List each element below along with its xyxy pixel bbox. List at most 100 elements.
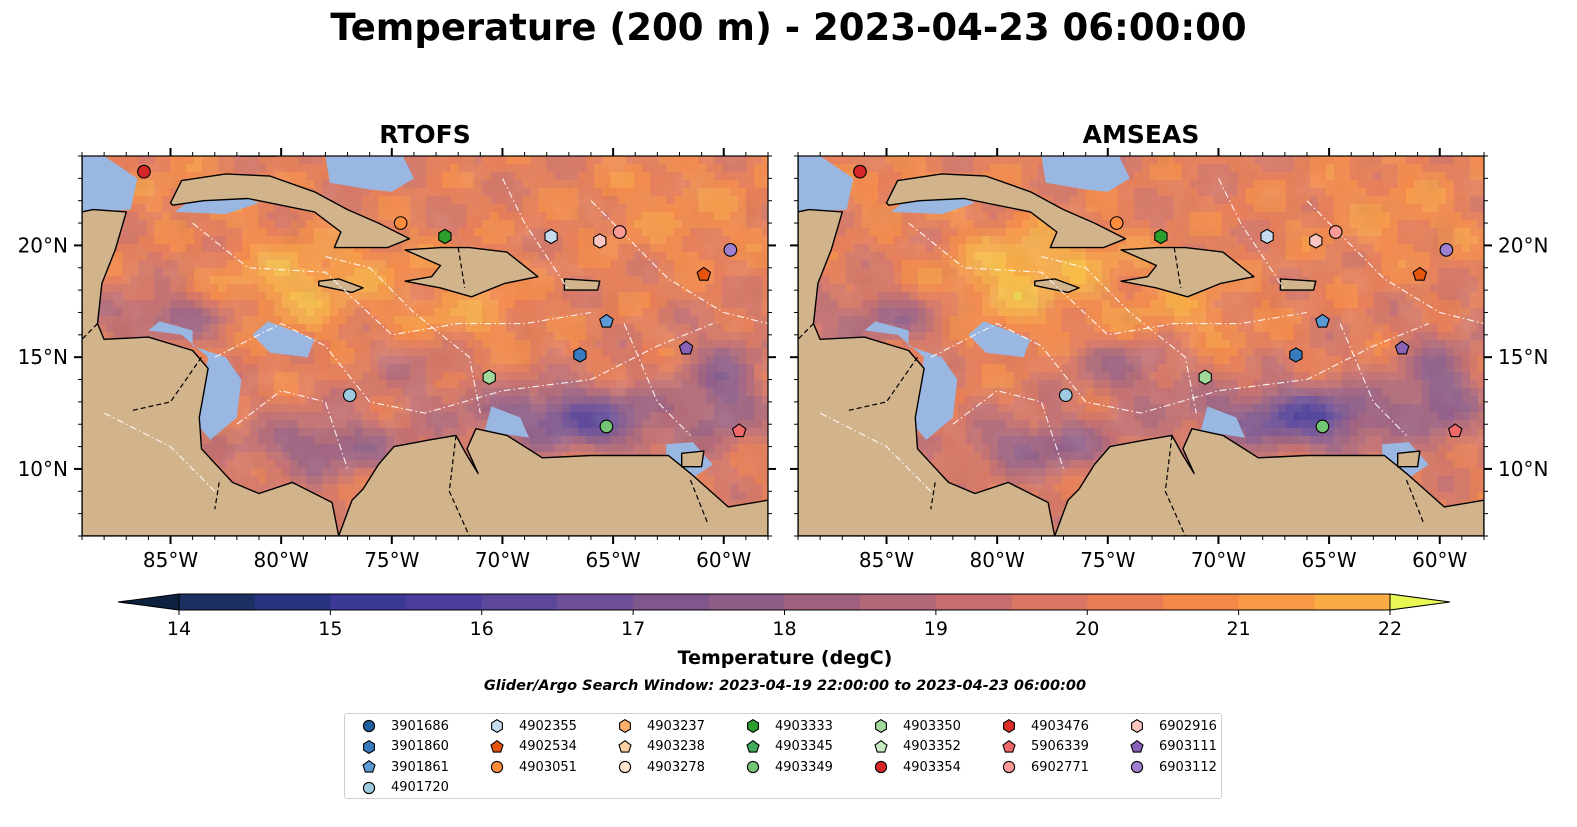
legend-item-6902916: 6902916 — [1127, 717, 1217, 735]
legend-label: 6903112 — [1159, 759, 1217, 775]
legend-item-4903476: 4903476 — [999, 717, 1089, 735]
colorbar-tick-label: 22 — [1378, 618, 1402, 640]
hexagon-marker-icon — [875, 719, 887, 733]
circle-marker-icon — [1130, 760, 1144, 774]
float-marker-4901720 — [342, 388, 357, 403]
legend-marker — [1002, 739, 1016, 753]
legend-item-4903350: 4903350 — [871, 717, 961, 735]
legend-marker — [1002, 760, 1016, 774]
legend-label: 4903476 — [1031, 718, 1089, 734]
legend-label: 4902534 — [519, 739, 577, 754]
x-tick-label: 60°W — [1412, 548, 1467, 572]
circle-marker-icon — [362, 719, 376, 733]
legend-marker — [618, 760, 632, 774]
legend-marker — [746, 760, 760, 774]
x-tick-label: 70°W — [475, 548, 530, 572]
panel-title-amseas: AMSEAS — [1082, 120, 1200, 149]
y-tick-label: 20°N — [1498, 233, 1548, 257]
colorbar-label: Temperature (degC) — [677, 647, 893, 669]
float-marker-4903333 — [1154, 228, 1168, 245]
circle-marker-icon — [746, 760, 760, 774]
circle-marker-icon — [362, 781, 376, 794]
x-tick-label: 85°W — [859, 548, 914, 572]
y-tick-label: 15°N — [18, 345, 68, 369]
float-marker-6903111 — [1394, 340, 1410, 355]
colorbar-tick-label: 14 — [167, 618, 191, 640]
float-marker-4903350 — [482, 369, 496, 386]
pentagon-marker-icon — [874, 739, 888, 753]
legend-marker — [747, 719, 759, 733]
legend-item-4903278: 4903278 — [615, 758, 705, 776]
legend-marker — [491, 719, 503, 733]
legend-marker — [363, 739, 375, 754]
legend-marker — [1003, 719, 1015, 733]
legend-label: 4903352 — [903, 739, 961, 754]
legend-item-4902355: 4902355 — [487, 717, 577, 735]
legend-label: 4903238 — [647, 739, 705, 754]
float-marker-4903333 — [438, 228, 452, 245]
search-window-text: Glider/Argo Search Window: 2023-04-19 22… — [483, 678, 1087, 694]
legend-item-3901686: 3901686 — [359, 717, 449, 735]
legend-item-4903349: 4903349 — [743, 758, 833, 776]
legend-label: 6902916 — [1159, 718, 1217, 734]
colorbar-tick-label: 19 — [924, 618, 948, 640]
float-marker-4903349 — [1315, 419, 1330, 434]
legend-item-5906339: 5906339 — [999, 738, 1089, 756]
temperature-colorbar: 14 15 16 17 18 19 20 21 22 — [117, 593, 1451, 640]
pentagon-marker-icon — [362, 760, 376, 773]
legend-label: 4903345 — [775, 739, 833, 754]
colorbar-tick-label: 17 — [621, 618, 645, 640]
colorbar-tick-label: 21 — [1227, 618, 1251, 640]
float-marker-4902534 — [696, 266, 712, 281]
legend-marker — [875, 719, 887, 733]
y-tick-label: 15°N — [1498, 345, 1548, 369]
legend-marker — [1130, 739, 1144, 753]
legend-item-4903333: 4903333 — [743, 717, 833, 735]
legend-label: 3901686 — [391, 718, 449, 734]
float-marker-6902771 — [612, 225, 627, 239]
circle-marker-icon — [490, 760, 504, 774]
float-marker-4903350 — [1198, 369, 1212, 386]
float-marker-4902534 — [1412, 266, 1428, 281]
legend-item-4903352: 4903352 — [871, 738, 961, 756]
x-tick-label: 85°W — [143, 548, 198, 572]
float-marker-4903349 — [599, 419, 614, 434]
x-tick-label: 80°W — [254, 548, 309, 572]
map-panel-rtofs: 85°W 80°W 75°W 70°W 65°W 60°W 20°N 15°N 10°N — [18, 148, 776, 572]
legend-marker — [874, 760, 888, 774]
legend-item-4902534: 4902534 — [487, 738, 577, 756]
legend-label: 4903354 — [903, 759, 961, 775]
legend-marker — [619, 719, 631, 733]
hexagon-marker-icon — [491, 719, 503, 733]
y-tick-label: 10°N — [1498, 457, 1548, 481]
float-marker-4902355 — [1260, 228, 1274, 245]
float-marker-5906339 — [1447, 423, 1463, 438]
float-marker-3901860 — [573, 347, 587, 363]
y-tick-label: 20°N — [18, 233, 68, 257]
legend-label: 6902771 — [1031, 759, 1089, 775]
float-marker-6903112 — [723, 243, 738, 257]
legend-marker — [490, 760, 504, 774]
float-marker-6902916 — [1309, 233, 1323, 249]
float-marker-4902355 — [544, 228, 558, 245]
float-marker-5906339 — [731, 423, 747, 438]
legend-label: 4903349 — [775, 759, 833, 775]
circle-marker-icon — [618, 760, 632, 774]
float-marker-3901861 — [599, 313, 614, 328]
panel-title-rtofs: RTOFS — [379, 120, 471, 149]
legend-item-4903237: 4903237 — [615, 717, 705, 735]
legend-label: 4903051 — [519, 759, 577, 775]
float-marker-4903051 — [1109, 216, 1124, 230]
legend-item-3901861: 3901861 — [359, 758, 449, 776]
pentagon-marker-icon — [1002, 739, 1016, 753]
float-marker-4903354 — [137, 164, 151, 179]
circle-marker-icon — [874, 760, 888, 774]
colorbar-tick-label: 16 — [470, 618, 494, 640]
float-marker-4903354 — [853, 164, 867, 179]
colorbar-tick-label: 20 — [1075, 618, 1099, 640]
float-marker-6902771 — [1328, 225, 1343, 239]
legend-item-4903051: 4903051 — [487, 758, 577, 776]
x-tick-label: 80°W — [970, 548, 1025, 572]
float-marker-6903112 — [1439, 243, 1454, 257]
